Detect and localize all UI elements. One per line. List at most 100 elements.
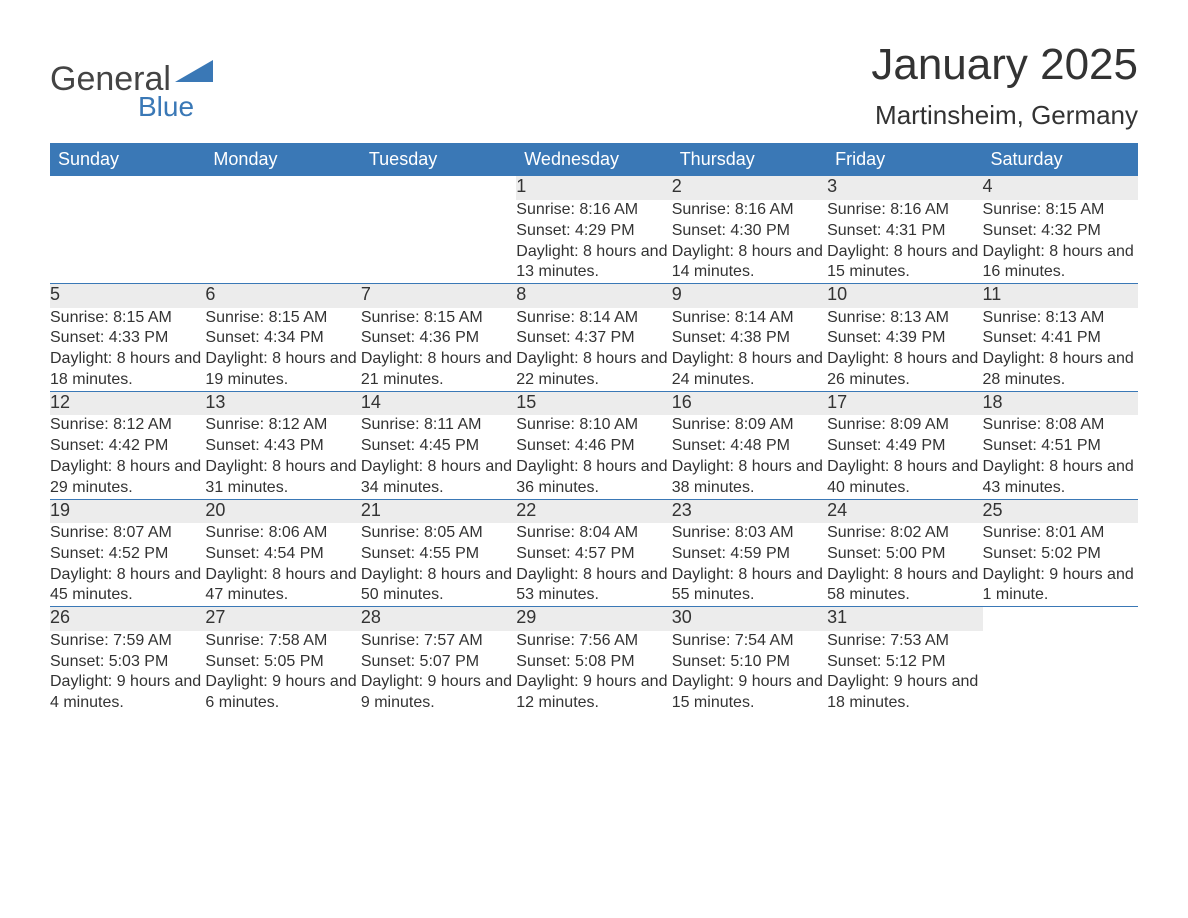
empty-cell xyxy=(205,200,360,284)
sunrise-line: Sunrise: 8:15 AM xyxy=(983,200,1138,221)
sunrise-line: Sunrise: 8:11 AM xyxy=(361,415,516,436)
day-number: 22 xyxy=(516,499,671,523)
day-number: 27 xyxy=(205,607,360,631)
daylight-line: Daylight: 8 hours and 47 minutes. xyxy=(205,565,360,607)
sunrise-line: Sunrise: 8:14 AM xyxy=(672,308,827,329)
col-wednesday: Wednesday xyxy=(516,143,671,176)
col-saturday: Saturday xyxy=(983,143,1138,176)
sunset-line: Sunset: 4:49 PM xyxy=(827,436,982,457)
day-number: 13 xyxy=(205,391,360,415)
day-cell: Sunrise: 8:02 AMSunset: 5:00 PMDaylight:… xyxy=(827,523,982,607)
day-cell: Sunrise: 7:58 AMSunset: 5:05 PMDaylight:… xyxy=(205,631,360,714)
sunrise-line: Sunrise: 8:05 AM xyxy=(361,523,516,544)
day-number: 24 xyxy=(827,499,982,523)
content-row: Sunrise: 7:59 AMSunset: 5:03 PMDaylight:… xyxy=(50,631,1138,714)
sunrise-line: Sunrise: 7:54 AM xyxy=(672,631,827,652)
daylight-line: Daylight: 8 hours and 21 minutes. xyxy=(361,349,516,391)
day-number: 10 xyxy=(827,284,982,308)
daylight-line: Daylight: 8 hours and 50 minutes. xyxy=(361,565,516,607)
sunset-line: Sunset: 4:42 PM xyxy=(50,436,205,457)
logo: General Blue xyxy=(50,60,213,123)
sunset-line: Sunset: 5:07 PM xyxy=(361,652,516,673)
day-number: 11 xyxy=(983,284,1138,308)
day-number: 28 xyxy=(361,607,516,631)
empty-cell xyxy=(983,631,1138,714)
day-number: 16 xyxy=(672,391,827,415)
sunrise-line: Sunrise: 8:16 AM xyxy=(827,200,982,221)
sunset-line: Sunset: 4:29 PM xyxy=(516,221,671,242)
day-number: 9 xyxy=(672,284,827,308)
day-cell: Sunrise: 8:14 AMSunset: 4:37 PMDaylight:… xyxy=(516,308,671,392)
day-number: 3 xyxy=(827,176,982,200)
day-cell: Sunrise: 7:56 AMSunset: 5:08 PMDaylight:… xyxy=(516,631,671,714)
daylight-line: Daylight: 9 hours and 4 minutes. xyxy=(50,672,205,714)
sunrise-line: Sunrise: 8:16 AM xyxy=(672,200,827,221)
sunrise-line: Sunrise: 7:56 AM xyxy=(516,631,671,652)
day-number: 6 xyxy=(205,284,360,308)
location: Martinsheim, Germany xyxy=(871,100,1138,131)
sunset-line: Sunset: 4:30 PM xyxy=(672,221,827,242)
sunrise-line: Sunrise: 8:12 AM xyxy=(205,415,360,436)
empty-daynum xyxy=(983,607,1138,631)
daylight-line: Daylight: 8 hours and 38 minutes. xyxy=(672,457,827,499)
sunset-line: Sunset: 5:00 PM xyxy=(827,544,982,565)
daynum-row: 262728293031 xyxy=(50,607,1138,631)
daynum-row: 1234 xyxy=(50,176,1138,200)
day-number: 5 xyxy=(50,284,205,308)
day-number: 12 xyxy=(50,391,205,415)
daylight-line: Daylight: 8 hours and 58 minutes. xyxy=(827,565,982,607)
daynum-row: 567891011 xyxy=(50,284,1138,308)
daylight-line: Daylight: 9 hours and 15 minutes. xyxy=(672,672,827,714)
sunset-line: Sunset: 4:48 PM xyxy=(672,436,827,457)
day-cell: Sunrise: 7:57 AMSunset: 5:07 PMDaylight:… xyxy=(361,631,516,714)
col-sunday: Sunday xyxy=(50,143,205,176)
day-number: 7 xyxy=(361,284,516,308)
day-cell: Sunrise: 7:54 AMSunset: 5:10 PMDaylight:… xyxy=(672,631,827,714)
sunrise-line: Sunrise: 8:01 AM xyxy=(983,523,1138,544)
day-cell: Sunrise: 7:59 AMSunset: 5:03 PMDaylight:… xyxy=(50,631,205,714)
empty-daynum xyxy=(50,176,205,200)
sunset-line: Sunset: 4:33 PM xyxy=(50,328,205,349)
sunset-line: Sunset: 4:59 PM xyxy=(672,544,827,565)
sunrise-line: Sunrise: 8:14 AM xyxy=(516,308,671,329)
sunset-line: Sunset: 4:41 PM xyxy=(983,328,1138,349)
content-row: Sunrise: 8:16 AMSunset: 4:29 PMDaylight:… xyxy=(50,200,1138,284)
daylight-line: Daylight: 8 hours and 31 minutes. xyxy=(205,457,360,499)
content-row: Sunrise: 8:15 AMSunset: 4:33 PM Daylight:… xyxy=(50,308,1138,392)
day-cell: Sunrise: 8:03 AMSunset: 4:59 PMDaylight:… xyxy=(672,523,827,607)
day-number: 15 xyxy=(516,391,671,415)
sunrise-line: Sunrise: 7:59 AM xyxy=(50,631,205,652)
daylight-line: Daylight: 9 hours and 6 minutes. xyxy=(205,672,360,714)
col-monday: Monday xyxy=(205,143,360,176)
daylight-line: Daylight: 8 hours and 55 minutes. xyxy=(672,565,827,607)
day-number: 8 xyxy=(516,284,671,308)
empty-cell xyxy=(361,200,516,284)
daylight-line: Daylight: 8 hours and 13 minutes. xyxy=(516,242,671,284)
col-thursday: Thursday xyxy=(672,143,827,176)
daylight-line: Daylight: 9 hours and 18 minutes. xyxy=(827,672,982,714)
weekday-header-row: Sunday Monday Tuesday Wednesday Thursday… xyxy=(50,143,1138,176)
empty-daynum xyxy=(205,176,360,200)
calendar-table: Sunday Monday Tuesday Wednesday Thursday… xyxy=(50,143,1138,714)
day-number: 30 xyxy=(672,607,827,631)
daylight-line: Daylight: 8 hours and 36 minutes. xyxy=(516,457,671,499)
day-number: 21 xyxy=(361,499,516,523)
sunrise-line: Sunrise: 8:09 AM xyxy=(827,415,982,436)
day-number: 17 xyxy=(827,391,982,415)
day-cell: Sunrise: 8:13 AMSunset: 4:39 PMDaylight:… xyxy=(827,308,982,392)
day-cell: Sunrise: 8:15 AMSunset: 4:32 PMDaylight:… xyxy=(983,200,1138,284)
sunrise-line: Sunrise: 8:12 AM xyxy=(50,415,205,436)
day-number: 25 xyxy=(983,499,1138,523)
sunset-line: Sunset: 5:12 PM xyxy=(827,652,982,673)
sunset-line: Sunset: 5:10 PM xyxy=(672,652,827,673)
header: General Blue January 2025 Martinsheim, G… xyxy=(50,40,1138,131)
day-number: 26 xyxy=(50,607,205,631)
sunset-line: Sunset: 4:43 PM xyxy=(205,436,360,457)
sunset-line: Sunset: 4:39 PM xyxy=(827,328,982,349)
day-number: 20 xyxy=(205,499,360,523)
daylight-line: Daylight: 8 hours and 43 minutes. xyxy=(983,457,1138,499)
sunrise-line: Sunrise: 8:15 AM xyxy=(205,308,360,329)
sunset-line: Sunset: 4:37 PM xyxy=(516,328,671,349)
day-cell: Sunrise: 8:15 AMSunset: 4:36 PMDaylight:… xyxy=(361,308,516,392)
sunrise-line: Sunrise: 8:02 AM xyxy=(827,523,982,544)
